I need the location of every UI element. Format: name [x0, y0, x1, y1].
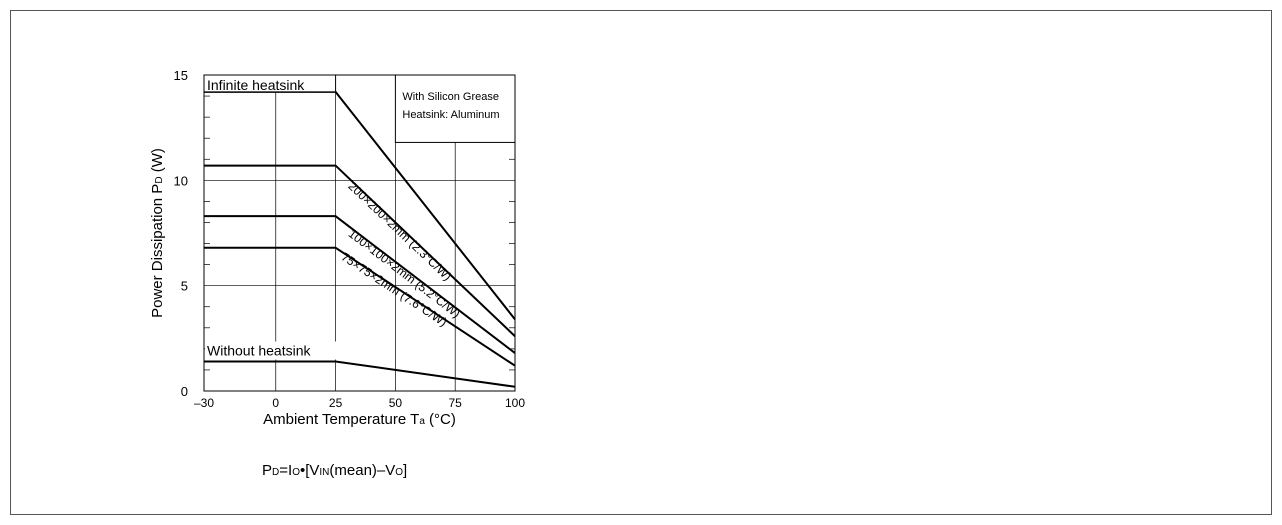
legend-box — [394, 74, 516, 143]
x-tick-label: 100 — [505, 396, 525, 410]
series-label-without-heatsink: Without heatsink — [207, 343, 311, 359]
formula-vo-sub: O — [395, 467, 404, 478]
legend-text-grease: With Silicon Grease — [402, 91, 499, 103]
formula-i-sub: O — [292, 467, 300, 478]
plot-area-border — [203, 74, 516, 392]
series-line-2 — [204, 215, 516, 354]
formula-mean: (mean)–V — [329, 462, 396, 479]
power-formula: PD=IO•[VIN(mean)–VO] — [262, 462, 407, 479]
x-tick-label: –30 — [194, 396, 214, 410]
y-axis-label-unit: (W) — [149, 148, 166, 176]
legend-text-heatsink: Heatsink: Aluminum — [402, 109, 499, 121]
x-axis-label-sub: a — [419, 416, 425, 427]
y-tick-label: 10 — [174, 173, 188, 188]
series-label-infinite-heatsink: Infinite heatsink — [207, 77, 305, 93]
y-axis-label: Power Dissipation PD (W) — [149, 148, 166, 318]
x-tick-label: 25 — [329, 396, 343, 410]
formula-v-sub: IN — [319, 467, 330, 478]
y-tick-label: 0 — [181, 384, 188, 399]
x-axis-label-main: Ambient Temperature T — [263, 411, 419, 428]
formula-p: P — [262, 462, 273, 479]
x-axis-label: Ambient Temperature Ta (°C) — [263, 411, 456, 428]
series-line-3 — [204, 246, 516, 367]
formula-close: ] — [403, 462, 408, 479]
series-label-bg-infinite — [203, 74, 337, 93]
x-tick-label: 0 — [272, 396, 279, 410]
series-label-bg-without — [205, 341, 339, 360]
y-tick-label: 5 — [181, 279, 188, 294]
x-tick-label: 75 — [449, 396, 463, 410]
series-line-1 — [204, 164, 516, 337]
y-axis-label-sub: D — [154, 176, 165, 183]
y-tick-label: 15 — [174, 68, 188, 83]
x-tick-labels: –30 0 25 50 75 100 — [194, 396, 525, 410]
x-axis-label-unit: (°C) — [425, 411, 456, 428]
formula-p-sub: D — [272, 467, 280, 478]
x-tick-label: 50 — [389, 396, 403, 410]
y-tick-labels: 0 5 10 15 — [174, 68, 188, 399]
page-frame — [10, 10, 1272, 515]
formula-eq-i: =I — [279, 462, 293, 479]
y-axis-label-main: Power Dissipation P — [149, 184, 166, 318]
formula-bullet: •[V — [299, 462, 320, 479]
series-line-4 — [204, 360, 516, 388]
